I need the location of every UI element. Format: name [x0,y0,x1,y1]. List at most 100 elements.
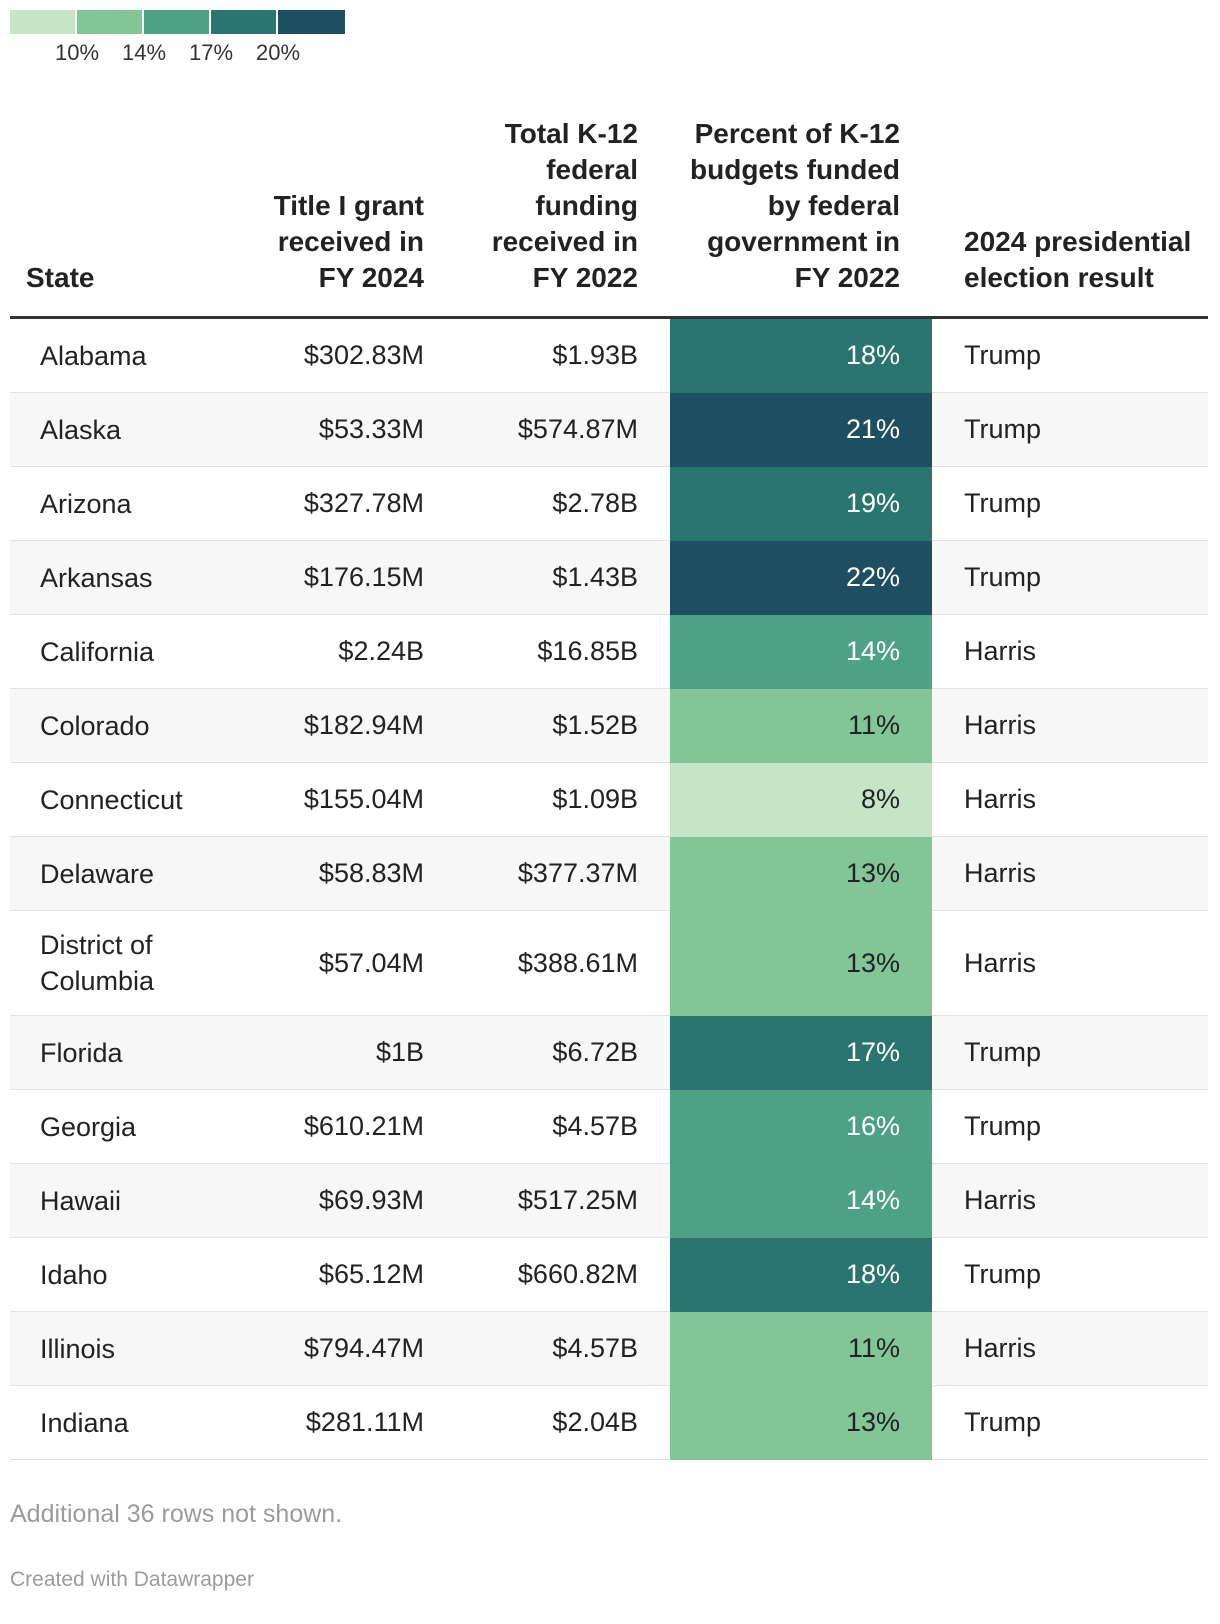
table-row: Alaska $53.33M $574.87M 21% Trump [10,392,1208,467]
title1-grant-cell: $281.11M [246,1385,456,1460]
election-result-cell: Harris [932,1311,1208,1386]
percent-cell: 16% [670,1089,932,1164]
percent-cell: 18% [670,317,932,393]
table-row: Alabama $302.83M $1.93B 18% Trump [10,317,1208,393]
legend-swatch [211,10,278,34]
total-funding-cell: $4.57B [456,1089,670,1164]
table-row: Hawaii $69.93M $517.25M 14% Harris [10,1163,1208,1238]
total-funding-cell: $4.57B [456,1311,670,1386]
election-result-cell: Harris [932,836,1208,911]
state-cell: Hawaii [10,1163,246,1238]
percent-cell: 17% [670,1015,932,1090]
legend-tick-label: 17% [188,40,234,65]
state-cell: Alabama [10,317,246,393]
state-cell: Colorado [10,688,246,763]
table-row: Delaware $58.83M $377.37M 13% Harris [10,836,1208,911]
total-funding-cell: $1.43B [456,540,670,615]
table-row: Arizona $327.78M $2.78B 19% Trump [10,466,1208,541]
percent-cell: 8% [670,762,932,837]
legend-swatch [144,10,211,34]
header-total-funding[interactable]: Total K-12 federal funding received in F… [456,116,670,319]
election-result-cell: Harris [932,688,1208,763]
title1-grant-cell: $53.33M [246,392,456,467]
state-cell: District of Columbia [10,910,246,1016]
total-funding-cell: $517.25M [456,1163,670,1238]
percent-cell: 22% [670,540,932,615]
header-state[interactable]: State [10,116,246,319]
legend-tick-label: 10% [54,40,100,65]
percent-cell: 18% [670,1237,932,1312]
title1-grant-cell: $1B [246,1015,456,1090]
percent-cell: 13% [670,1385,932,1460]
title1-grant-cell: $57.04M [246,910,456,1016]
state-cell: Arizona [10,466,246,541]
legend-swatch [278,10,345,34]
total-funding-cell: $2.04B [456,1385,670,1460]
state-cell: Illinois [10,1311,246,1386]
percent-cell: 19% [670,466,932,541]
total-funding-cell: $2.78B [456,466,670,541]
state-cell: Alaska [10,392,246,467]
header-title1-grant[interactable]: Title I grant received in FY 2024 [246,116,456,319]
election-result-cell: Trump [932,1089,1208,1164]
total-funding-cell: $660.82M [456,1237,670,1312]
legend-swatch [77,10,144,34]
percent-cell: 11% [670,1311,932,1386]
percent-cell: 13% [670,910,932,1016]
percent-cell: 14% [670,1163,932,1238]
state-cell: Arkansas [10,540,246,615]
total-funding-cell: $377.37M [456,836,670,911]
title1-grant-cell: $2.24B [246,614,456,689]
title1-grant-cell: $302.83M [246,317,456,393]
state-cell: Connecticut [10,762,246,837]
table-row: Arkansas $176.15M $1.43B 22% Trump [10,540,1208,615]
header-percent-federal[interactable]: Percent of K-12 budgets funded by federa… [670,116,932,319]
election-result-cell: Trump [932,1015,1208,1090]
state-cell: Florida [10,1015,246,1090]
color-legend: 10% 14% 17% 20% [10,10,350,66]
election-result-cell: Harris [932,614,1208,689]
legend-tick-label: 20% [255,40,301,65]
table-body: Alabama $302.83M $1.93B 18% Trump Alaska $53.3… [10,317,1208,1460]
election-result-cell: Trump [932,1385,1208,1460]
title1-grant-cell: $65.12M [246,1237,456,1312]
total-funding-cell: $6.72B [456,1015,670,1090]
title1-grant-cell: $794.47M [246,1311,456,1386]
legend-color-bar [10,10,345,34]
table-header-row: State Title I grant received in FY 2024 … [10,116,1208,319]
total-funding-cell: $16.85B [456,614,670,689]
election-result-cell: Trump [932,540,1208,615]
table-row: Florida $1B $6.72B 17% Trump [10,1015,1208,1090]
election-result-cell: Harris [932,762,1208,837]
title1-grant-cell: $327.78M [246,466,456,541]
state-cell: Delaware [10,836,246,911]
title1-grant-cell: $58.83M [246,836,456,911]
total-funding-cell: $574.87M [456,392,670,467]
percent-cell: 11% [670,688,932,763]
election-result-cell: Trump [932,1237,1208,1312]
title1-grant-cell: $182.94M [246,688,456,763]
state-cell: Georgia [10,1089,246,1164]
header-election-result[interactable]: 2024 presidential election result [932,116,1208,319]
table-row: Connecticut $155.04M $1.09B 8% Harris [10,762,1208,837]
state-cell: Idaho [10,1237,246,1312]
total-funding-cell: $1.09B [456,762,670,837]
state-cell: California [10,614,246,689]
election-result-cell: Trump [932,466,1208,541]
percent-cell: 13% [670,836,932,911]
table-row: Colorado $182.94M $1.52B 11% Harris [10,688,1208,763]
table-row: Georgia $610.21M $4.57B 16% Trump [10,1089,1208,1164]
percent-cell: 21% [670,392,932,467]
title1-grant-cell: $176.15M [246,540,456,615]
table-row: Indiana $281.11M $2.04B 13% Trump [10,1385,1208,1460]
title1-grant-cell: $69.93M [246,1163,456,1238]
state-cell: Indiana [10,1385,246,1460]
total-funding-cell: $1.93B [456,317,670,393]
legend-tick-label: 14% [121,40,167,65]
election-result-cell: Trump [932,392,1208,467]
total-funding-cell: $1.52B [456,688,670,763]
title1-grant-cell: $610.21M [246,1089,456,1164]
title1-grant-cell: $155.04M [246,762,456,837]
percent-cell: 14% [670,614,932,689]
table-row: Illinois $794.47M $4.57B 11% Harris [10,1311,1208,1386]
